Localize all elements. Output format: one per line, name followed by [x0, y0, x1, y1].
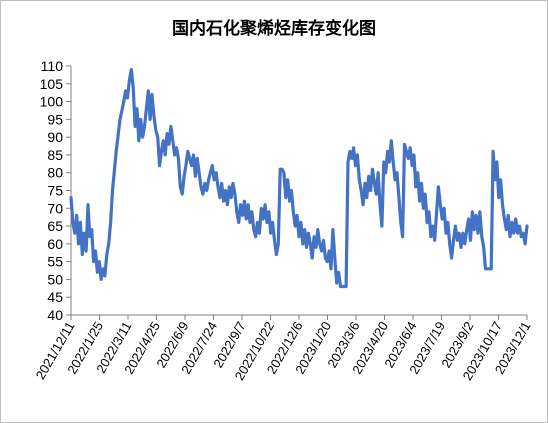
y-tick-label: 85 — [47, 147, 63, 163]
y-tick-label: 105 — [40, 76, 64, 92]
y-tick-label: 50 — [47, 271, 63, 287]
y-tick-label: 55 — [47, 254, 63, 270]
series-layer — [69, 68, 529, 289]
x-axis-ticks: 2021/12/112022/1/252022/3/112022/4/25202… — [33, 315, 534, 383]
chart-title: 国内石化聚烯烃库存变化图 — [172, 19, 376, 39]
chart-axes — [70, 66, 527, 316]
series-line — [69, 68, 529, 289]
y-tick-label: 60 — [47, 236, 63, 252]
y-tick-label: 100 — [40, 94, 64, 110]
y-tick-label: 70 — [47, 200, 63, 216]
y-tick-label: 40 — [47, 307, 63, 323]
y-tick-label: 75 — [47, 183, 63, 199]
y-tick-label: 90 — [47, 129, 63, 145]
y-tick-label: 45 — [47, 289, 63, 305]
y-tick-label: 110 — [41, 58, 64, 74]
y-tick-label: 80 — [47, 165, 63, 181]
y-tick-label: 65 — [47, 218, 63, 234]
y-tick-label: 95 — [47, 111, 63, 127]
